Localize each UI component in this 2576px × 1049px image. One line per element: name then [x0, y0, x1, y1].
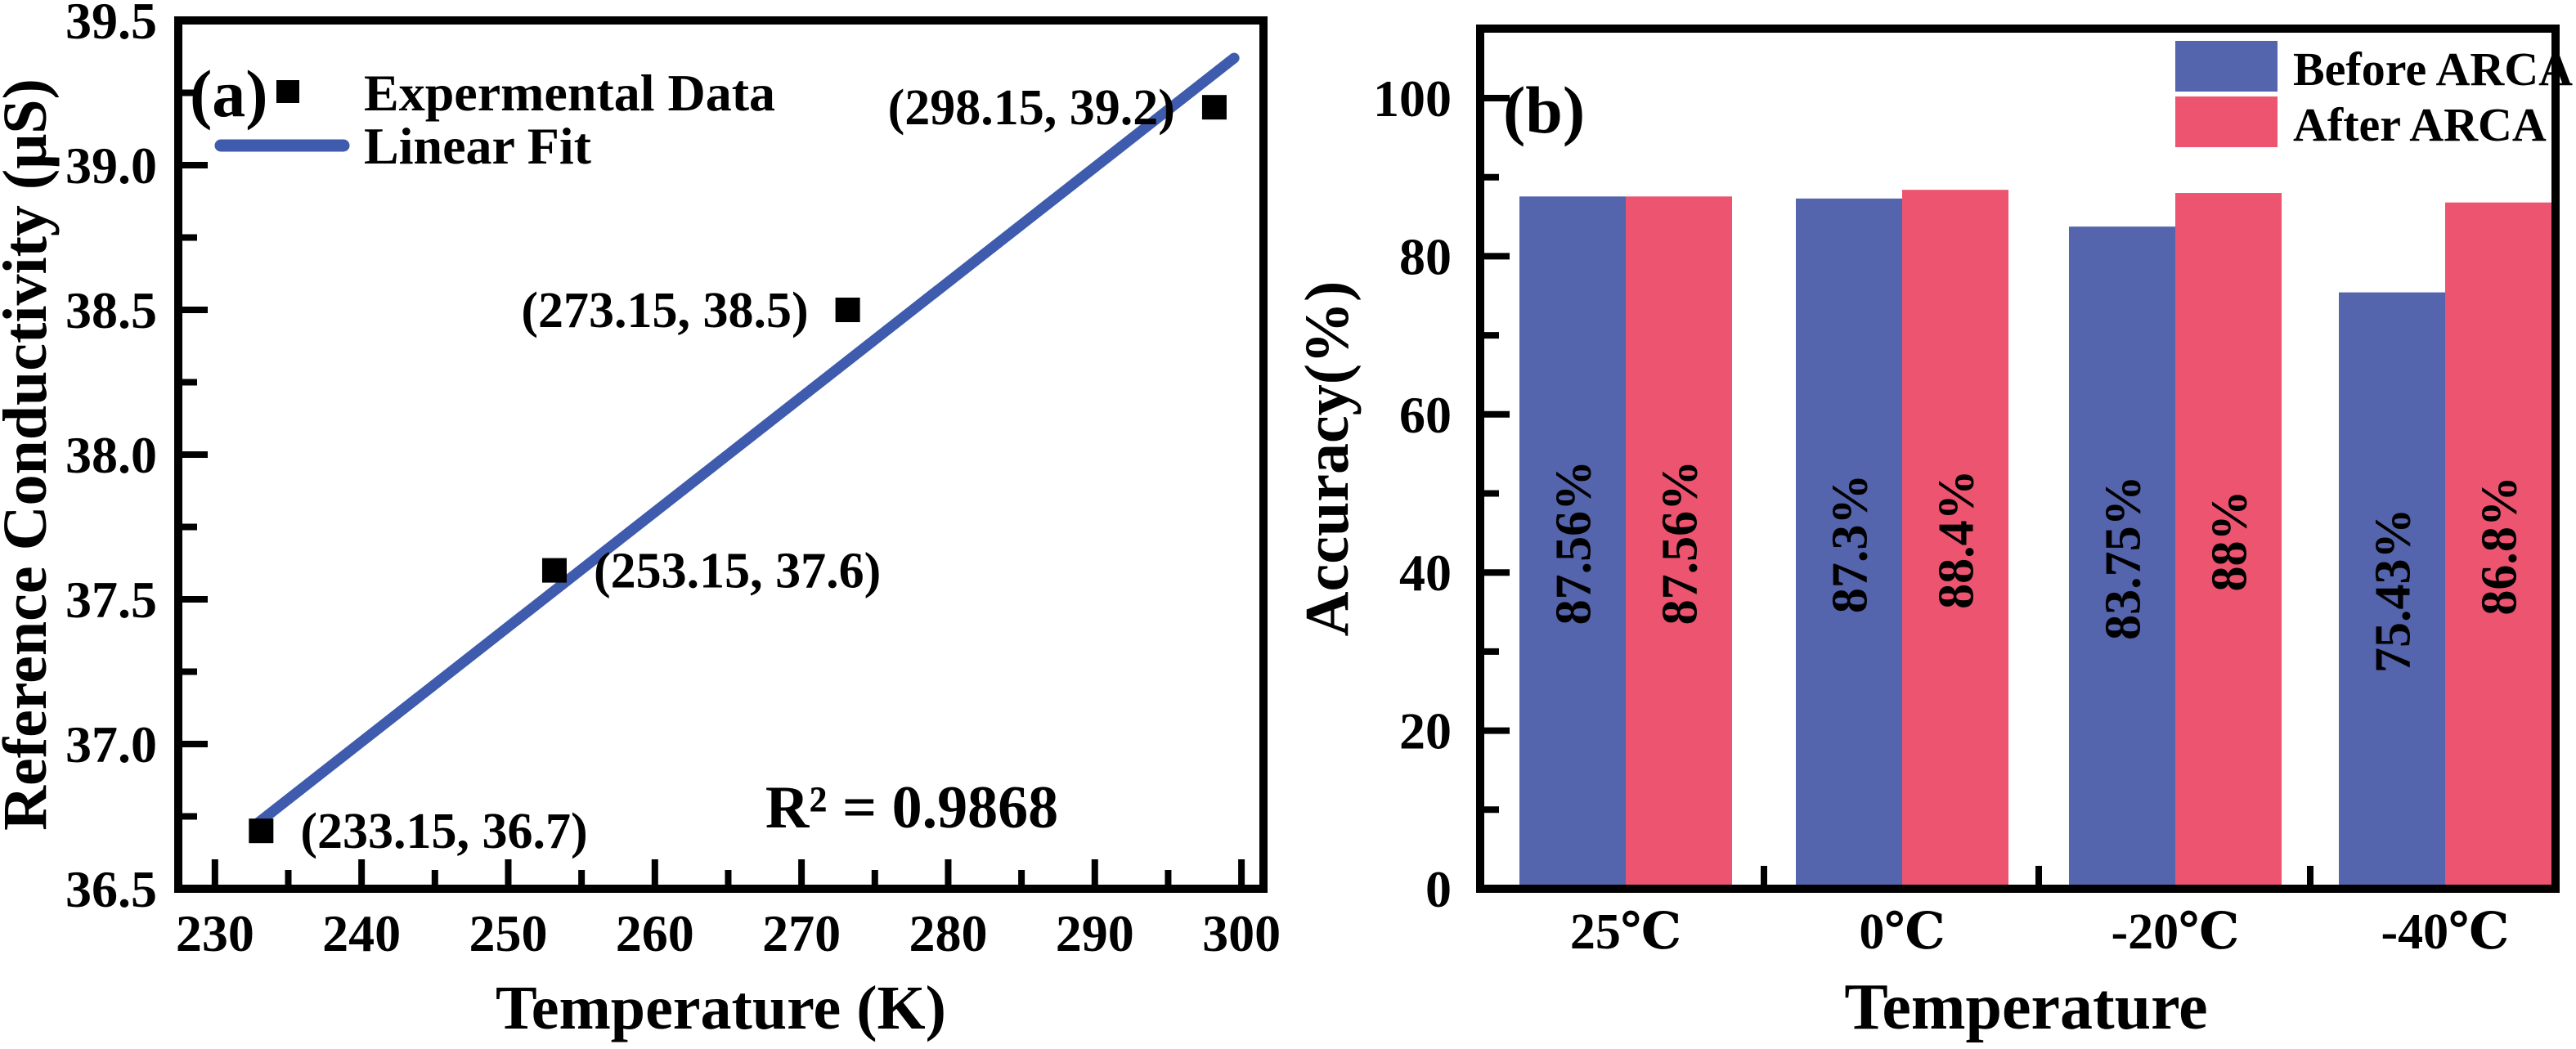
panel-a-frame: [174, 16, 1268, 893]
category-label: 0℃: [1859, 904, 1945, 960]
bar-before-arca: [2339, 292, 2445, 885]
y-tick-label: 38.5: [65, 281, 157, 339]
bar-after-arca: [2445, 202, 2551, 886]
bar-after-arca: [1626, 196, 1732, 885]
y-tick-label: 100: [1373, 69, 1452, 128]
y-tick-label: 39.5: [65, 0, 157, 50]
bar-value-label: 87.56%: [1546, 460, 1602, 625]
panel-a-x-axis-title: Temperature (K): [496, 974, 946, 1042]
x-tick-label: 230: [176, 904, 254, 962]
y-tick-label: 39.0: [65, 137, 157, 195]
legend-swatch-after-arca: [2175, 96, 2278, 147]
x-tick-label: 260: [616, 904, 694, 962]
panel-a: 230 240 250 260 270 280 290 300 36.5 37.0 37.5 38.0…: [0, 0, 1281, 1042]
category-label: -20℃: [2112, 904, 2240, 960]
x-tick-label: 240: [322, 904, 401, 962]
data-point-square: [249, 818, 274, 844]
panel-b-tag: (b): [1503, 73, 1585, 147]
x-tick-label: 270: [762, 904, 841, 962]
x-tick-label: 250: [469, 904, 547, 962]
y-tick-label: 60: [1399, 386, 1452, 444]
legend-label-linear-fit: Linear Fit: [364, 117, 592, 175]
legend-swatch-before-arca: [2175, 41, 2278, 92]
bar-value-label: 88.4%: [1929, 469, 1985, 609]
bar-value-label: 86.8%: [2472, 476, 2528, 616]
bar-before-arca: [2069, 226, 2175, 885]
data-point-square: [835, 298, 860, 322]
bar-value-label: 88%: [2202, 491, 2258, 592]
data-point-label: (298.15, 39.2): [888, 80, 1175, 136]
bar-after-arca: [2175, 193, 2282, 886]
category-label: -40℃: [2381, 904, 2510, 960]
y-tick-label: 40: [1399, 544, 1452, 602]
x-tick-label: 280: [909, 904, 987, 962]
y-tick-label: 0: [1425, 860, 1452, 918]
y-tick-label: 37.0: [65, 715, 157, 773]
data-point-label: (233.15, 36.7): [300, 804, 587, 859]
linear-fit-line: [254, 52, 1240, 828]
legend-label-after-arca: After ARCA: [2293, 98, 2547, 151]
legend-square-marker: [276, 80, 299, 103]
data-point-label: (273.15, 38.5): [521, 283, 808, 338]
data-point-square: [1201, 95, 1227, 120]
panel-b-x-axis-title: Temperature: [1844, 971, 2207, 1043]
y-tick-label: 37.5: [65, 571, 157, 629]
bar-before-arca: [1519, 196, 1626, 885]
x-tick-label: 290: [1056, 904, 1134, 962]
panel-b: 87.56% 87.56% 25℃ 87.3% 88.4% 0℃ 83.75% 88% -20℃…: [1293, 25, 2573, 1043]
bar-before-arca: [1796, 198, 1902, 885]
bar-value-label: 75.43%: [2366, 509, 2421, 674]
panel-a-tag: (a): [190, 56, 268, 131]
x-tick-label: 300: [1202, 904, 1281, 962]
legend-label-experimental-data: Expermental Data: [364, 64, 775, 122]
bar-value-label: 87.3%: [1823, 474, 1878, 614]
data-point-label: (253.15, 37.6): [594, 544, 881, 599]
y-tick-label: 36.5: [65, 860, 157, 918]
panel-b-y-axis-title: Accuracy(%): [1293, 281, 1362, 637]
bar-value-label: 87.56%: [1653, 460, 1708, 625]
data-point-square: [541, 558, 567, 583]
r-squared-annotation: R² = 0.9868: [765, 774, 1058, 841]
panel-b-frame: [1476, 25, 2560, 893]
y-tick-label: 38.0: [65, 426, 157, 484]
y-tick-label: 80: [1399, 227, 1452, 285]
category-label: 25℃: [1570, 904, 1681, 960]
panel-a-y-axis-title: Reference Conductivity (μS): [0, 78, 60, 831]
bar-value-label: 83.75%: [2096, 475, 2152, 640]
bar-after-arca: [1902, 190, 2008, 885]
y-tick-label: 20: [1399, 702, 1452, 760]
legend-label-before-arca: Before ARCA: [2293, 43, 2573, 96]
